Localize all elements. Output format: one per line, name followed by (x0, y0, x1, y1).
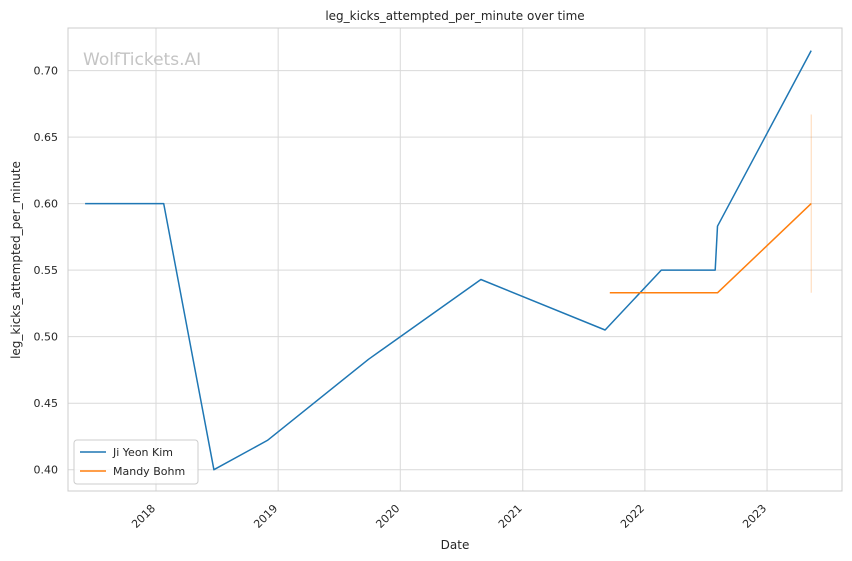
plot-frame (67, 27, 843, 492)
y-axis-ticks: 0.40 0.45 0.50 0.55 0.60 0.65 0.70 (34, 65, 59, 477)
y-tick-label: 0.70 (34, 65, 59, 78)
legend: Ji Yeon Kim Mandy Bohm (73, 439, 199, 485)
series-line-1 (609, 203, 812, 294)
y-axis-label: leg_kicks_attempted_per_minute (9, 161, 23, 359)
y-tick-label: 0.55 (34, 264, 59, 277)
legend-box (73, 439, 199, 485)
legend-label-ji-yeon-kim: Ji Yeon Kim (112, 446, 173, 459)
y-tick-label: 0.60 (34, 198, 59, 211)
y-tick-label: 0.50 (34, 331, 59, 344)
legend-label-mandy-bohm: Mandy Bohm (113, 465, 185, 478)
series-line-0 (85, 50, 812, 471)
chart-title: leg_kicks_attempted_per_minute over time (325, 9, 584, 23)
y-tick-label: 0.65 (34, 131, 59, 144)
series-lines (85, 50, 812, 471)
y-tick-label: 0.40 (34, 464, 59, 477)
x-axis-label: Date (441, 538, 470, 552)
y-tick-label: 0.45 (34, 397, 59, 410)
watermark: WolfTickets.AI (83, 50, 201, 70)
